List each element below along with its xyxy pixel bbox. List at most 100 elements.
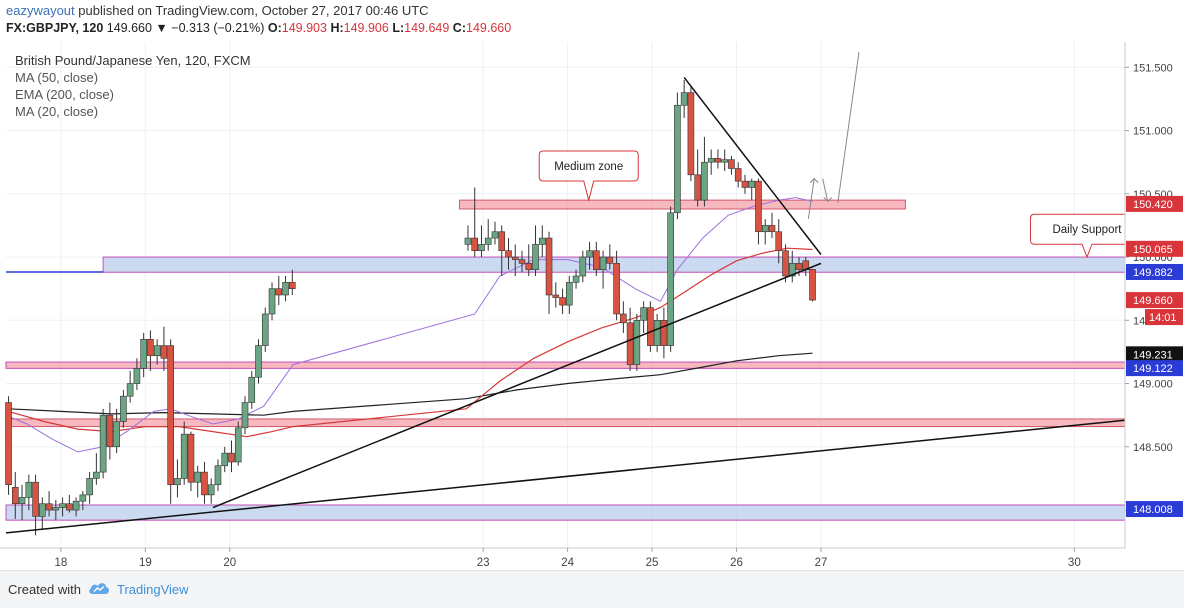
candle	[559, 288, 566, 314]
projection-arrowhead	[823, 197, 833, 203]
legend-ema200: EMA (200, close)	[15, 87, 114, 102]
descending-trendline	[683, 76, 822, 255]
time-tick-label: 18	[54, 557, 67, 569]
candle	[613, 250, 620, 321]
tradingview-brand-link[interactable]: TradingView	[117, 582, 189, 597]
candle	[572, 269, 580, 289]
candle	[478, 225, 485, 258]
candle-body-down	[734, 168, 742, 182]
candle	[282, 276, 289, 302]
candle	[741, 174, 749, 194]
candle	[275, 276, 283, 306]
price-label: 150.065	[1126, 240, 1183, 257]
candle	[511, 244, 519, 277]
candle-body-down	[552, 294, 560, 298]
candle-body-up	[721, 159, 728, 163]
candle	[633, 313, 641, 371]
candle	[187, 431, 195, 492]
tradingview-cloud-icon[interactable]	[88, 581, 110, 595]
ohlc-low-value: 149.649	[404, 21, 450, 35]
candle	[491, 221, 499, 245]
price-tick-label: 148.500	[1133, 442, 1173, 454]
daily-support-callout: Daily Support	[1030, 213, 1144, 259]
author-link[interactable]: eazywayout	[6, 3, 75, 18]
callout-bubble	[538, 150, 639, 203]
candle-body-down	[755, 180, 762, 233]
ohlc-high-value: 149.906	[343, 21, 389, 35]
candle-body-down	[288, 282, 296, 289]
candle-body-down	[768, 225, 776, 233]
candle	[593, 241, 600, 277]
ema200-line	[8, 352, 813, 416]
candle-body-up	[214, 465, 222, 486]
price-tick-label: 149.000	[1133, 379, 1173, 391]
candle	[714, 149, 722, 169]
candle-body-up	[579, 256, 587, 277]
candle-body-up	[153, 345, 161, 357]
candle-body-down	[741, 180, 749, 188]
candle-body-up	[748, 180, 756, 188]
candle	[39, 497, 46, 530]
ohlc-close-value: 149.660	[466, 21, 512, 35]
candle-body-down	[660, 319, 668, 346]
symbol-info: FX:GBPJPY, 120 149.660 ▼ −0.313 (−0.21%)…	[6, 21, 511, 35]
candle-body-up	[268, 288, 276, 315]
price-label-bg	[1126, 195, 1183, 212]
candle-body-up	[234, 427, 242, 463]
candle-body-up	[261, 313, 269, 346]
candle-body-down	[687, 92, 695, 176]
candle-body-up	[59, 503, 66, 508]
candle-body-up	[25, 481, 33, 498]
ohlc-low-label: L:	[392, 21, 405, 35]
candle	[120, 389, 127, 428]
medium-zone-callout: Medium zone	[538, 150, 639, 203]
publish-text: published on TradingView.com, October 27…	[78, 3, 429, 18]
candle-body-up	[248, 376, 256, 403]
candle	[66, 494, 73, 513]
price-tick-label: 150.000	[1133, 252, 1173, 264]
candle	[99, 408, 107, 479]
price-label: 150.420	[1126, 195, 1183, 212]
projection-line	[837, 52, 860, 203]
last-price: 149.660	[106, 21, 152, 35]
price-label: 148.008	[1126, 501, 1183, 518]
time-tick-label: 30	[1068, 557, 1081, 569]
legend-title: British Pound/Japanese Yen, 120, FXCM	[15, 53, 251, 68]
candle-body-up	[241, 402, 249, 429]
candle-body-down	[106, 414, 114, 448]
ohlc-open-label: O:	[267, 21, 282, 35]
price-label: 149.660	[1126, 292, 1183, 309]
candle	[268, 282, 276, 321]
candle-body-up	[599, 256, 607, 271]
resistance-zone	[459, 199, 906, 210]
ma50-line	[8, 247, 813, 438]
candle	[214, 459, 222, 492]
candle	[228, 440, 235, 473]
candle-body-down	[559, 297, 566, 306]
candle-body-down	[167, 345, 174, 486]
candle-body-up	[701, 161, 708, 201]
candle-body-down	[187, 433, 195, 483]
candle	[647, 301, 654, 352]
candle	[261, 307, 269, 352]
candle-body-down	[606, 256, 614, 264]
candle-body-up	[120, 395, 127, 422]
candle	[5, 396, 12, 495]
time-tick-label: 27	[815, 557, 828, 569]
candle	[86, 472, 93, 504]
candle	[721, 149, 728, 172]
candle-body-up	[133, 368, 141, 384]
candle-body-down	[775, 231, 783, 252]
price-label: 149.122	[1126, 360, 1183, 377]
candle-body-up	[464, 237, 472, 245]
projection-arrowhead	[809, 177, 819, 183]
candle	[579, 250, 587, 283]
candle	[241, 396, 249, 435]
candle	[248, 370, 256, 409]
candle-body-up	[221, 452, 229, 467]
candle-body-up	[79, 494, 87, 502]
created-with-label: Created with	[8, 582, 81, 597]
legend-ma20: MA (20, close)	[15, 104, 99, 119]
